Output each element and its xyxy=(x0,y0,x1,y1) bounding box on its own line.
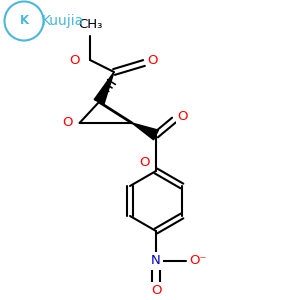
Text: O: O xyxy=(151,284,161,298)
Text: Kuujia: Kuujia xyxy=(42,14,84,28)
Text: O: O xyxy=(178,110,188,124)
Text: O: O xyxy=(148,53,158,67)
Polygon shape xyxy=(132,123,158,140)
Text: O: O xyxy=(139,155,149,169)
Text: CH₃: CH₃ xyxy=(78,17,102,31)
Text: O: O xyxy=(70,53,80,67)
Text: O: O xyxy=(62,116,73,130)
Text: N: N xyxy=(151,254,161,268)
Text: K: K xyxy=(20,14,28,28)
Text: O⁻: O⁻ xyxy=(189,254,207,268)
Polygon shape xyxy=(94,72,114,104)
